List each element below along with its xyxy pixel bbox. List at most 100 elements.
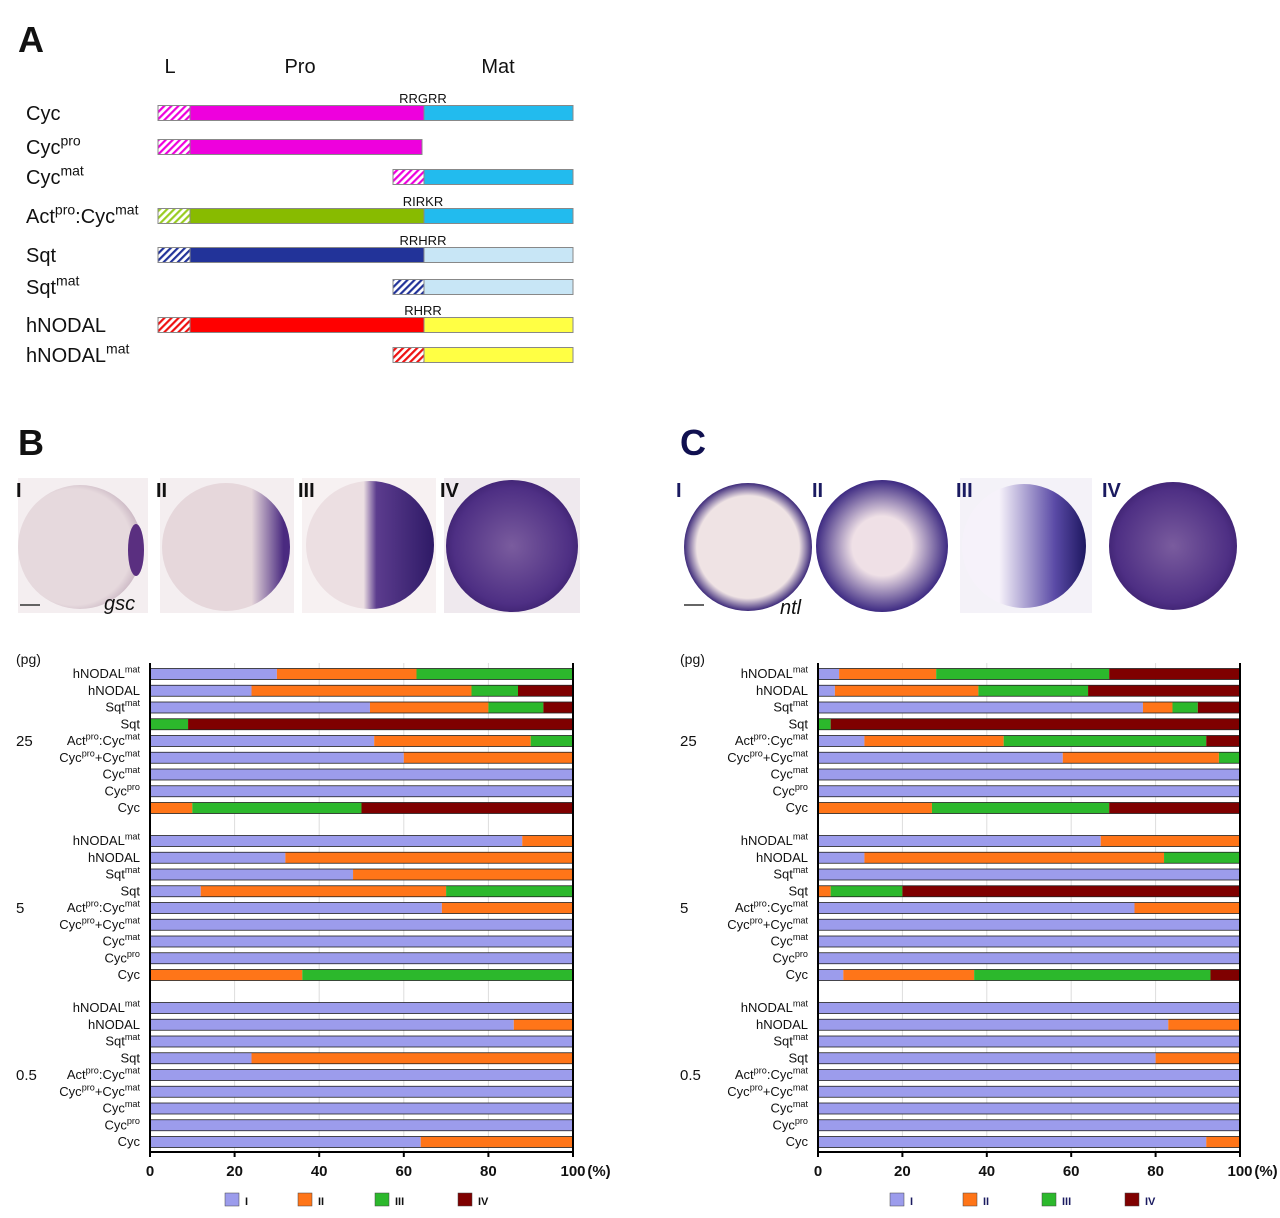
label-part: Cyc [59, 1084, 82, 1099]
label-part: Act [735, 900, 754, 915]
bar-segment [1088, 685, 1240, 697]
category-label: Sqtmat [105, 1032, 140, 1048]
bar-segment [374, 735, 531, 747]
category-label: Cyc [786, 800, 809, 815]
leader-segment [157, 139, 191, 155]
label-part: Cyc [727, 750, 750, 765]
embryo [1109, 482, 1237, 610]
label-part: Cyc [772, 950, 795, 965]
superscript: pro [55, 202, 75, 218]
bar-segment [818, 1119, 1240, 1131]
bar-segment [150, 952, 573, 964]
label-part: Act [67, 733, 86, 748]
label-part: Sqt [120, 716, 140, 731]
bar-segment [150, 835, 523, 847]
label-part: Cyc [770, 767, 793, 782]
superscript: pro [750, 915, 763, 925]
category-label: Actpro:Cycmat [67, 732, 141, 748]
category-label: Cycpro+Cycmat [59, 748, 140, 764]
bar-segment [150, 919, 573, 931]
legend-label: I [910, 1196, 913, 1208]
category-label: Sqtmat [773, 698, 808, 714]
label-part: hNODAL [756, 850, 808, 865]
panel-letter: B [18, 422, 44, 463]
category-label: hNODALmat [741, 832, 809, 848]
category-label: Cyc [118, 1134, 141, 1149]
superscript: mat [125, 765, 141, 775]
x-tick-label: 20 [226, 1163, 243, 1180]
bar-segment [441, 902, 573, 914]
bar-segment [818, 1052, 1156, 1064]
category-label: Cycpro [104, 949, 140, 965]
label-part: +Cyc [763, 917, 793, 932]
bar-segment [978, 685, 1089, 697]
legend-swatch [457, 1192, 473, 1207]
bar-segment [1155, 1052, 1240, 1064]
bar-segment [150, 885, 201, 897]
label-part: +Cyc [95, 1084, 125, 1099]
embryo [446, 480, 578, 612]
superscript: mat [106, 341, 129, 357]
label-part: Act [67, 900, 86, 915]
category-label: Actpro:Cycmat [735, 899, 809, 915]
bar-segment [818, 769, 1240, 780]
x-tick-label: 100 [1227, 1163, 1252, 1180]
label-part: hNODAL [73, 833, 125, 848]
bar-segment [818, 702, 1143, 713]
superscript: mat [125, 999, 141, 1009]
bar-segment [353, 869, 573, 880]
label-part: Act [735, 1067, 754, 1082]
bar-segment [834, 685, 979, 697]
label-part: hNODAL [756, 683, 808, 698]
category-label: Cycpro+Cycmat [59, 915, 140, 931]
stage-label: IV [1102, 480, 1122, 502]
gene-label: gsc [104, 593, 135, 615]
label-part: Sqt [773, 1034, 793, 1049]
category-label: hNODALmat [741, 999, 809, 1015]
leader-segment [157, 247, 191, 263]
superscript: mat [125, 899, 141, 909]
category-label: hNODALmat [741, 665, 809, 681]
label-part: +Cyc [95, 917, 125, 932]
bar-segment [150, 685, 252, 697]
bar-segment [150, 936, 573, 947]
x-unit: (%) [587, 1163, 610, 1180]
category-label: Actpro:Cycmat [735, 1066, 809, 1082]
superscript: pro [127, 782, 140, 792]
bar-segment [150, 1019, 514, 1031]
bar-segment [416, 668, 573, 680]
category-label: Cycpro [772, 1116, 808, 1132]
bar-segment [818, 685, 835, 697]
superscript: mat [125, 698, 141, 708]
label-part: :Cyc [767, 733, 794, 748]
bar-segment [251, 1052, 573, 1064]
category-label: hNODAL [756, 1017, 808, 1032]
bar-segment [818, 852, 865, 864]
category-label: Cycpro+Cycmat [727, 1082, 808, 1098]
label-part: Cyc [786, 800, 809, 815]
category-label: Sqt [788, 883, 808, 898]
stage-label: I [676, 480, 682, 502]
embryos-c [684, 478, 1237, 613]
y-unit: (pg) [680, 651, 705, 667]
bar-segment [1003, 735, 1207, 747]
cleavage-site: RHRR [404, 303, 442, 318]
label-part: hNODAL [26, 345, 106, 367]
bar-segment [818, 1036, 1240, 1047]
legend-label: II [318, 1196, 324, 1208]
label-part: :Cyc [75, 206, 115, 228]
superscript: mat [793, 748, 809, 758]
bar-segment [150, 1086, 573, 1098]
superscript: pro [750, 748, 763, 758]
label-part: hNODAL [88, 850, 140, 865]
superscript: mat [793, 1082, 809, 1092]
bar-segment [1218, 752, 1240, 764]
bar-segment [150, 1052, 252, 1064]
label-part: hNODAL [88, 1017, 140, 1032]
dose-label: 0.5 [680, 1067, 701, 1084]
category-label: Cyc [786, 1134, 809, 1149]
label-part: Cyc [786, 1134, 809, 1149]
x-tick-label: 80 [480, 1163, 497, 1180]
superscript: mat [793, 765, 809, 775]
construct-name: hNODALmat [26, 341, 129, 367]
